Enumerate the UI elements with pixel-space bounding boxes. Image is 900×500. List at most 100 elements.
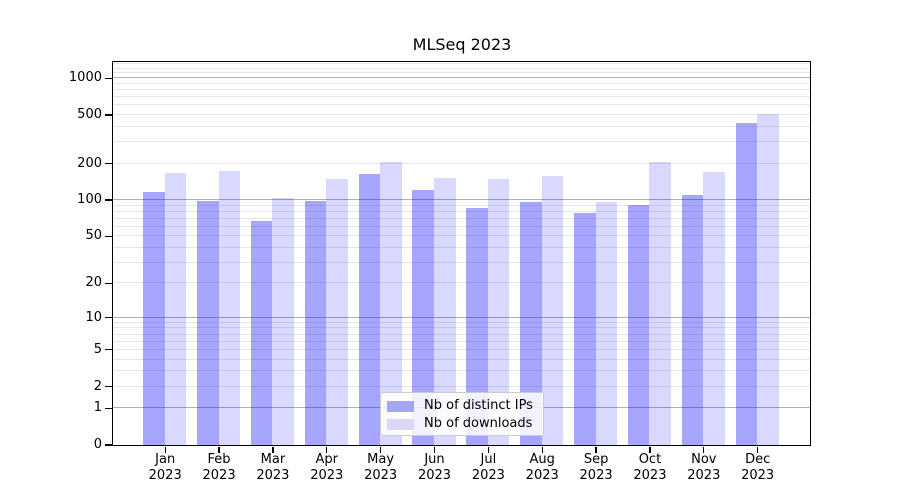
gridline-minor (112, 385, 810, 387)
x-tick-mark (703, 446, 705, 453)
x-tick-mark (433, 446, 436, 453)
gridline-minor (112, 96, 810, 98)
y-tick-label: 1000 (68, 70, 102, 86)
bar-distinct-ips-jul (466, 208, 488, 445)
gridline-minor (112, 63, 810, 65)
y-tick-mark (105, 407, 112, 409)
y-tick-label: 1 (93, 400, 102, 416)
x-tick-mark (487, 446, 489, 453)
bar-distinct-ips-may (358, 173, 381, 445)
bar-distinct-ips-nov (681, 194, 704, 445)
legend-swatch-downloads (387, 418, 414, 430)
x-tick-mark (649, 446, 651, 453)
x-tick-mark (595, 446, 597, 453)
x-tick-label: Jan 2023 (148, 452, 182, 483)
legend-row: Nb of downloads (387, 417, 532, 431)
y-tick-label: 200 (77, 155, 102, 171)
gridline-major (112, 316, 810, 318)
bar-downloads-mar (272, 198, 294, 445)
x-tick-label: Dec 2023 (741, 452, 775, 483)
y-tick-label: 500 (77, 107, 102, 123)
bar-distinct-ips-jun (412, 189, 434, 445)
plot-area (111, 60, 811, 446)
y-tick-label: 50 (85, 228, 102, 244)
y-tick-label: 10 (85, 309, 102, 325)
gridline-minor (112, 235, 810, 237)
gridline-minor (112, 261, 810, 263)
y-tick-label: 100 (77, 192, 102, 208)
gridline-minor (112, 282, 810, 284)
bar-downloads-feb (218, 170, 241, 445)
x-tick-mark (541, 446, 543, 453)
x-tick-label: Apr 2023 (310, 452, 344, 483)
x-tick-label: Mar 2023 (256, 452, 290, 483)
x-tick-label: Jun 2023 (417, 452, 452, 483)
gridline-minor (112, 104, 810, 106)
bar-downloads-jul (487, 178, 510, 445)
gridline-minor (112, 327, 810, 329)
bar-downloads-jan (164, 173, 187, 445)
gridline-minor (112, 210, 810, 212)
x-tick-label: Sep 2023 (579, 452, 613, 483)
gridline-minor (112, 246, 810, 248)
gridline-minor (112, 358, 810, 360)
x-tick-label: Aug 2023 (525, 452, 559, 483)
x-tick-mark (757, 446, 759, 453)
x-tick-mark (272, 446, 274, 453)
bar-distinct-ips-jan (143, 192, 165, 445)
y-tick-mark (105, 199, 112, 201)
gridline-minor (112, 217, 810, 219)
legend-row: Nb of distinct IPs (387, 399, 533, 413)
gridline-minor (112, 321, 810, 323)
x-tick-mark (380, 446, 382, 453)
gridline-minor (112, 370, 810, 372)
gridline-minor (112, 333, 810, 335)
x-tick-label: Nov 2023 (687, 452, 721, 483)
bar-downloads-apr (326, 179, 348, 445)
x-tick-label: Oct 2023 (633, 452, 667, 483)
gridline-minor (112, 204, 810, 206)
bar-distinct-ips-sep (574, 213, 596, 445)
gridline-minor (112, 67, 810, 69)
chart-title: MLSeq 2023 (412, 35, 512, 54)
bar-distinct-ips-apr (304, 201, 327, 445)
y-tick-mark (105, 77, 112, 79)
bar-distinct-ips-dec (735, 122, 758, 445)
y-tick-label: 2 (93, 378, 102, 394)
x-tick-label: Feb 2023 (202, 452, 236, 483)
gridline-minor (112, 82, 810, 84)
x-tick-label: Jul 2023 (471, 452, 505, 483)
x-tick-mark (326, 446, 328, 453)
bar-downloads-sep (595, 201, 618, 445)
gridline-minor (112, 340, 810, 342)
gridline-minor (112, 141, 810, 143)
bar-downloads-nov (703, 172, 725, 445)
bar-downloads-dec (757, 113, 779, 445)
y-tick-mark (105, 282, 112, 284)
gridline-minor (112, 348, 810, 350)
y-tick-mark (105, 162, 112, 165)
y-tick-mark (105, 444, 112, 446)
bar-downloads-aug (541, 176, 564, 445)
bar-distinct-ips-mar (250, 220, 273, 445)
bar-downloads-may (380, 162, 402, 445)
y-tick-mark (105, 349, 112, 351)
legend-swatch-distinct-ips (387, 400, 414, 412)
gridline-minor (112, 125, 810, 127)
gridline-minor (112, 72, 810, 74)
bar-distinct-ips-feb (197, 201, 219, 445)
y-tick-label: 0 (93, 437, 102, 452)
gridline-minor (112, 162, 810, 164)
gridline-minor (112, 89, 810, 91)
bar-downloads-jun (434, 177, 456, 445)
x-tick-label: May 2023 (364, 452, 398, 483)
gridline-minor (112, 114, 810, 116)
legend-label: Nb of downloads (424, 416, 533, 431)
gridline-major (112, 77, 810, 79)
bar-distinct-ips-aug (520, 202, 542, 445)
x-tick-mark (218, 446, 220, 453)
bar-downloads-oct (649, 161, 671, 445)
x-tick-mark (164, 446, 166, 453)
legend-label: Nb of distinct IPs (424, 398, 533, 413)
